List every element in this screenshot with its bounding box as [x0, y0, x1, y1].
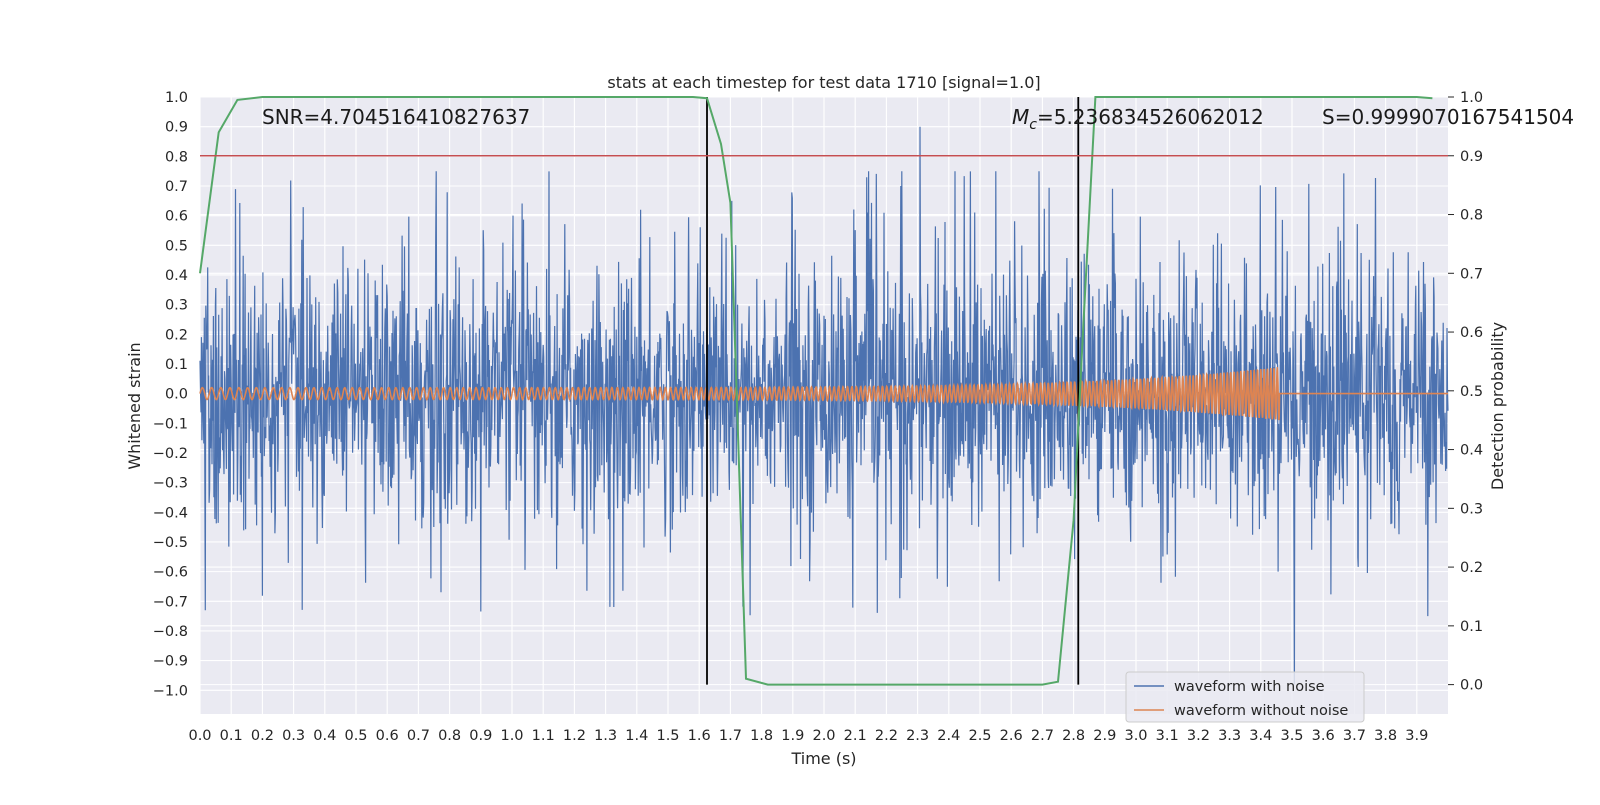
- x-tick-label: 1.2: [563, 728, 586, 744]
- x-tick-label: 2.4: [937, 728, 960, 744]
- waveform-with-noise-path: [199, 126, 1449, 685]
- x-tick-label: 3.9: [1405, 728, 1428, 744]
- y-tick-label: −0.4: [153, 505, 188, 521]
- y-tick-label: −0.5: [153, 535, 188, 551]
- x-tick-label: 0.2: [251, 728, 274, 744]
- y-tick-label: 0.5: [165, 238, 188, 254]
- y-axis-ticks: −1.0 −0.9 −0.8 −0.7 −0.6 −0.5 −0.4 −0.3 −0.2 −0.1…: [153, 90, 188, 699]
- x-axis-ticks: 0.0 0.1 0.2 0.3 0.4 0.5 0.6 0.7 0.8 0.9 1.0 1.1 1.2 1…: [188, 728, 1428, 744]
- x-tick-label: 3.6: [1312, 728, 1335, 744]
- chart-title: stats at each timestep for test data 171…: [607, 73, 1040, 92]
- y-tick-label: −0.7: [153, 594, 188, 610]
- x-tick-label: 3.1: [1156, 728, 1179, 744]
- x-tick-label: 1.9: [781, 728, 804, 744]
- x-tick-label: 0.1: [220, 728, 243, 744]
- y-tick-label: 0.4: [165, 268, 188, 284]
- y-tick-label: −0.6: [153, 565, 188, 581]
- x-tick-label: 1.8: [750, 728, 773, 744]
- y2-tick-label: 0.1: [1460, 619, 1483, 635]
- x-tick-label: 3.7: [1343, 728, 1366, 744]
- y2-tick-label: 0.5: [1460, 384, 1483, 400]
- chirp-mass-value: =5.236834526062012: [1037, 105, 1264, 129]
- x-tick-label: 3.2: [1187, 728, 1210, 744]
- y-tick-label: 0.2: [165, 327, 188, 343]
- x-tick-label: 3.8: [1374, 728, 1397, 744]
- y2-tick-label: 0.4: [1460, 443, 1483, 459]
- chirp-mass-annotation: Mc=5.236834526062012: [1012, 105, 1264, 133]
- x-tick-label: 0.9: [469, 728, 492, 744]
- y2-axis-label: Detection probability: [1488, 322, 1507, 490]
- x-tick-label: 2.6: [1000, 728, 1023, 744]
- x-tick-label: 1.6: [688, 728, 711, 744]
- x-tick-label: 3.5: [1280, 728, 1303, 744]
- x-tick-label: 1.7: [719, 728, 742, 744]
- y2-axis-ticks: 0.0 0.1 0.2 0.3 0.4 0.5 0.6 0.7 0.8 0.9 1.0: [1448, 90, 1483, 694]
- y-tick-label: 1.0: [165, 90, 188, 106]
- x-tick-label: 1.4: [625, 728, 648, 744]
- y2-tick-label: 0.8: [1460, 208, 1483, 224]
- y-tick-label: −0.1: [153, 416, 188, 432]
- x-tick-label: 3.4: [1249, 728, 1272, 744]
- y-axis-label: Whitened strain: [125, 342, 144, 469]
- s-annotation: S=0.9999070167541504: [1322, 105, 1574, 129]
- waveform-without-noise-line: [199, 367, 1448, 421]
- x-tick-label: 2.5: [968, 728, 991, 744]
- chirp-mass-symbol: M: [1012, 105, 1029, 129]
- x-tick-label: 2.3: [906, 728, 929, 744]
- waveform-without-noise-path: [199, 367, 1448, 421]
- waveform-with-noise-line: [199, 126, 1449, 685]
- x-tick-label: 2.8: [1062, 728, 1085, 744]
- x-tick-label: 1.1: [532, 728, 555, 744]
- x-tick-label: 0.7: [407, 728, 430, 744]
- x-tick-label: 0.0: [188, 728, 211, 744]
- y-tick-label: 0.7: [165, 179, 188, 195]
- detection-probability-path: [199, 96, 1433, 686]
- x-tick-label: 3.3: [1218, 728, 1241, 744]
- x-tick-label: 2.9: [1093, 728, 1116, 744]
- legend-box: [1125, 671, 1365, 723]
- y2-tick-label: 0.0: [1460, 678, 1483, 694]
- x-tick-label: 2.1: [844, 728, 867, 744]
- y-tick-label: 0.3: [165, 298, 188, 314]
- y-tick-label: −1.0: [153, 683, 188, 699]
- y2-tick-label: 1.0: [1460, 90, 1483, 106]
- x-tick-label: 1.0: [500, 728, 523, 744]
- x-tick-label: 0.6: [376, 728, 399, 744]
- y-tick-label: −0.3: [153, 476, 188, 492]
- y-tick-label: 0.1: [165, 357, 188, 373]
- x-tick-label: 0.3: [282, 728, 305, 744]
- x-tick-label: 1.5: [656, 728, 679, 744]
- y-tick-label: −0.9: [153, 654, 188, 670]
- legend: waveform with noise waveform without noi…: [1125, 671, 1365, 723]
- x-axis-label: Time (s): [790, 749, 856, 768]
- x-tick-label: 0.5: [344, 728, 367, 744]
- y2-tick-label: 0.3: [1460, 501, 1483, 517]
- y2-tick-label: 0.6: [1460, 325, 1483, 341]
- x-tick-label: 3.0: [1124, 728, 1147, 744]
- snr-annotation: SNR=4.704516410827637: [262, 105, 530, 129]
- x-tick-label: 2.7: [1031, 728, 1054, 744]
- x-tick-label: 0.4: [313, 728, 336, 744]
- y2-tick-label: 0.2: [1460, 560, 1483, 576]
- legend-label-noisy: waveform with noise: [1174, 679, 1325, 695]
- y2-tick-label: 0.9: [1460, 149, 1483, 165]
- x-tick-label: 0.8: [438, 728, 461, 744]
- y-tick-label: 0.0: [165, 387, 188, 403]
- y-tick-label: 0.8: [165, 149, 188, 165]
- y-tick-label: −0.2: [153, 446, 188, 462]
- detection-probability-line: [199, 96, 1433, 686]
- x-tick-label: 1.3: [594, 728, 617, 744]
- x-tick-label: 2.2: [875, 728, 898, 744]
- vertical-markers: [706, 97, 1080, 685]
- y-tick-label: −0.8: [153, 624, 188, 640]
- y-tick-label: 0.6: [165, 209, 188, 225]
- legend-label-clean: waveform without noise: [1174, 703, 1348, 719]
- y-tick-label: 0.9: [165, 120, 188, 136]
- chirp-mass-subscript: c: [1029, 117, 1037, 133]
- x-tick-label: 2.0: [812, 728, 835, 744]
- y2-tick-label: 0.7: [1460, 266, 1483, 282]
